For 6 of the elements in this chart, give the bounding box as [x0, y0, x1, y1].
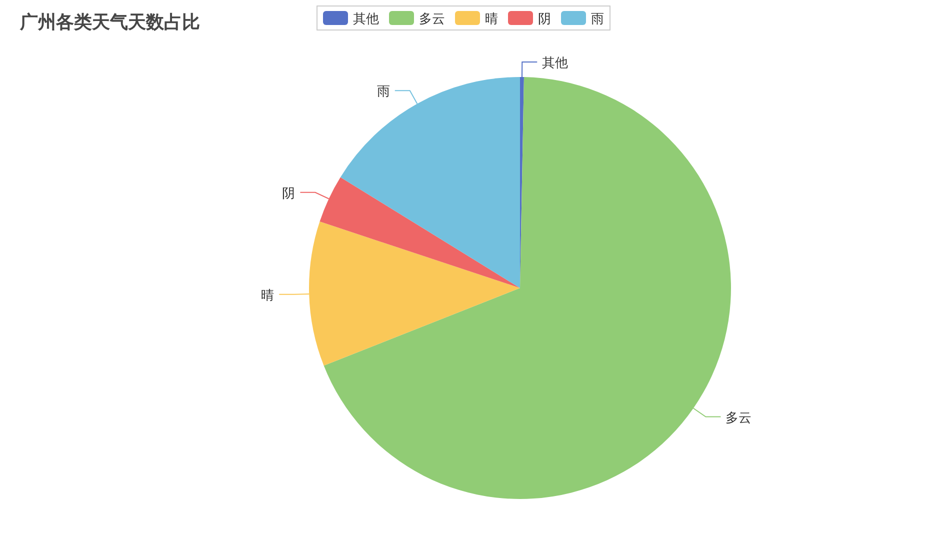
- legend-label: 多云: [419, 12, 445, 27]
- legend-label: 阴: [538, 12, 551, 27]
- legend-label: 雨: [591, 12, 604, 27]
- title: 广州各类天气天数占比: [20, 12, 200, 33]
- legend-label: 晴: [485, 12, 498, 27]
- legend-label: 其他: [353, 12, 379, 27]
